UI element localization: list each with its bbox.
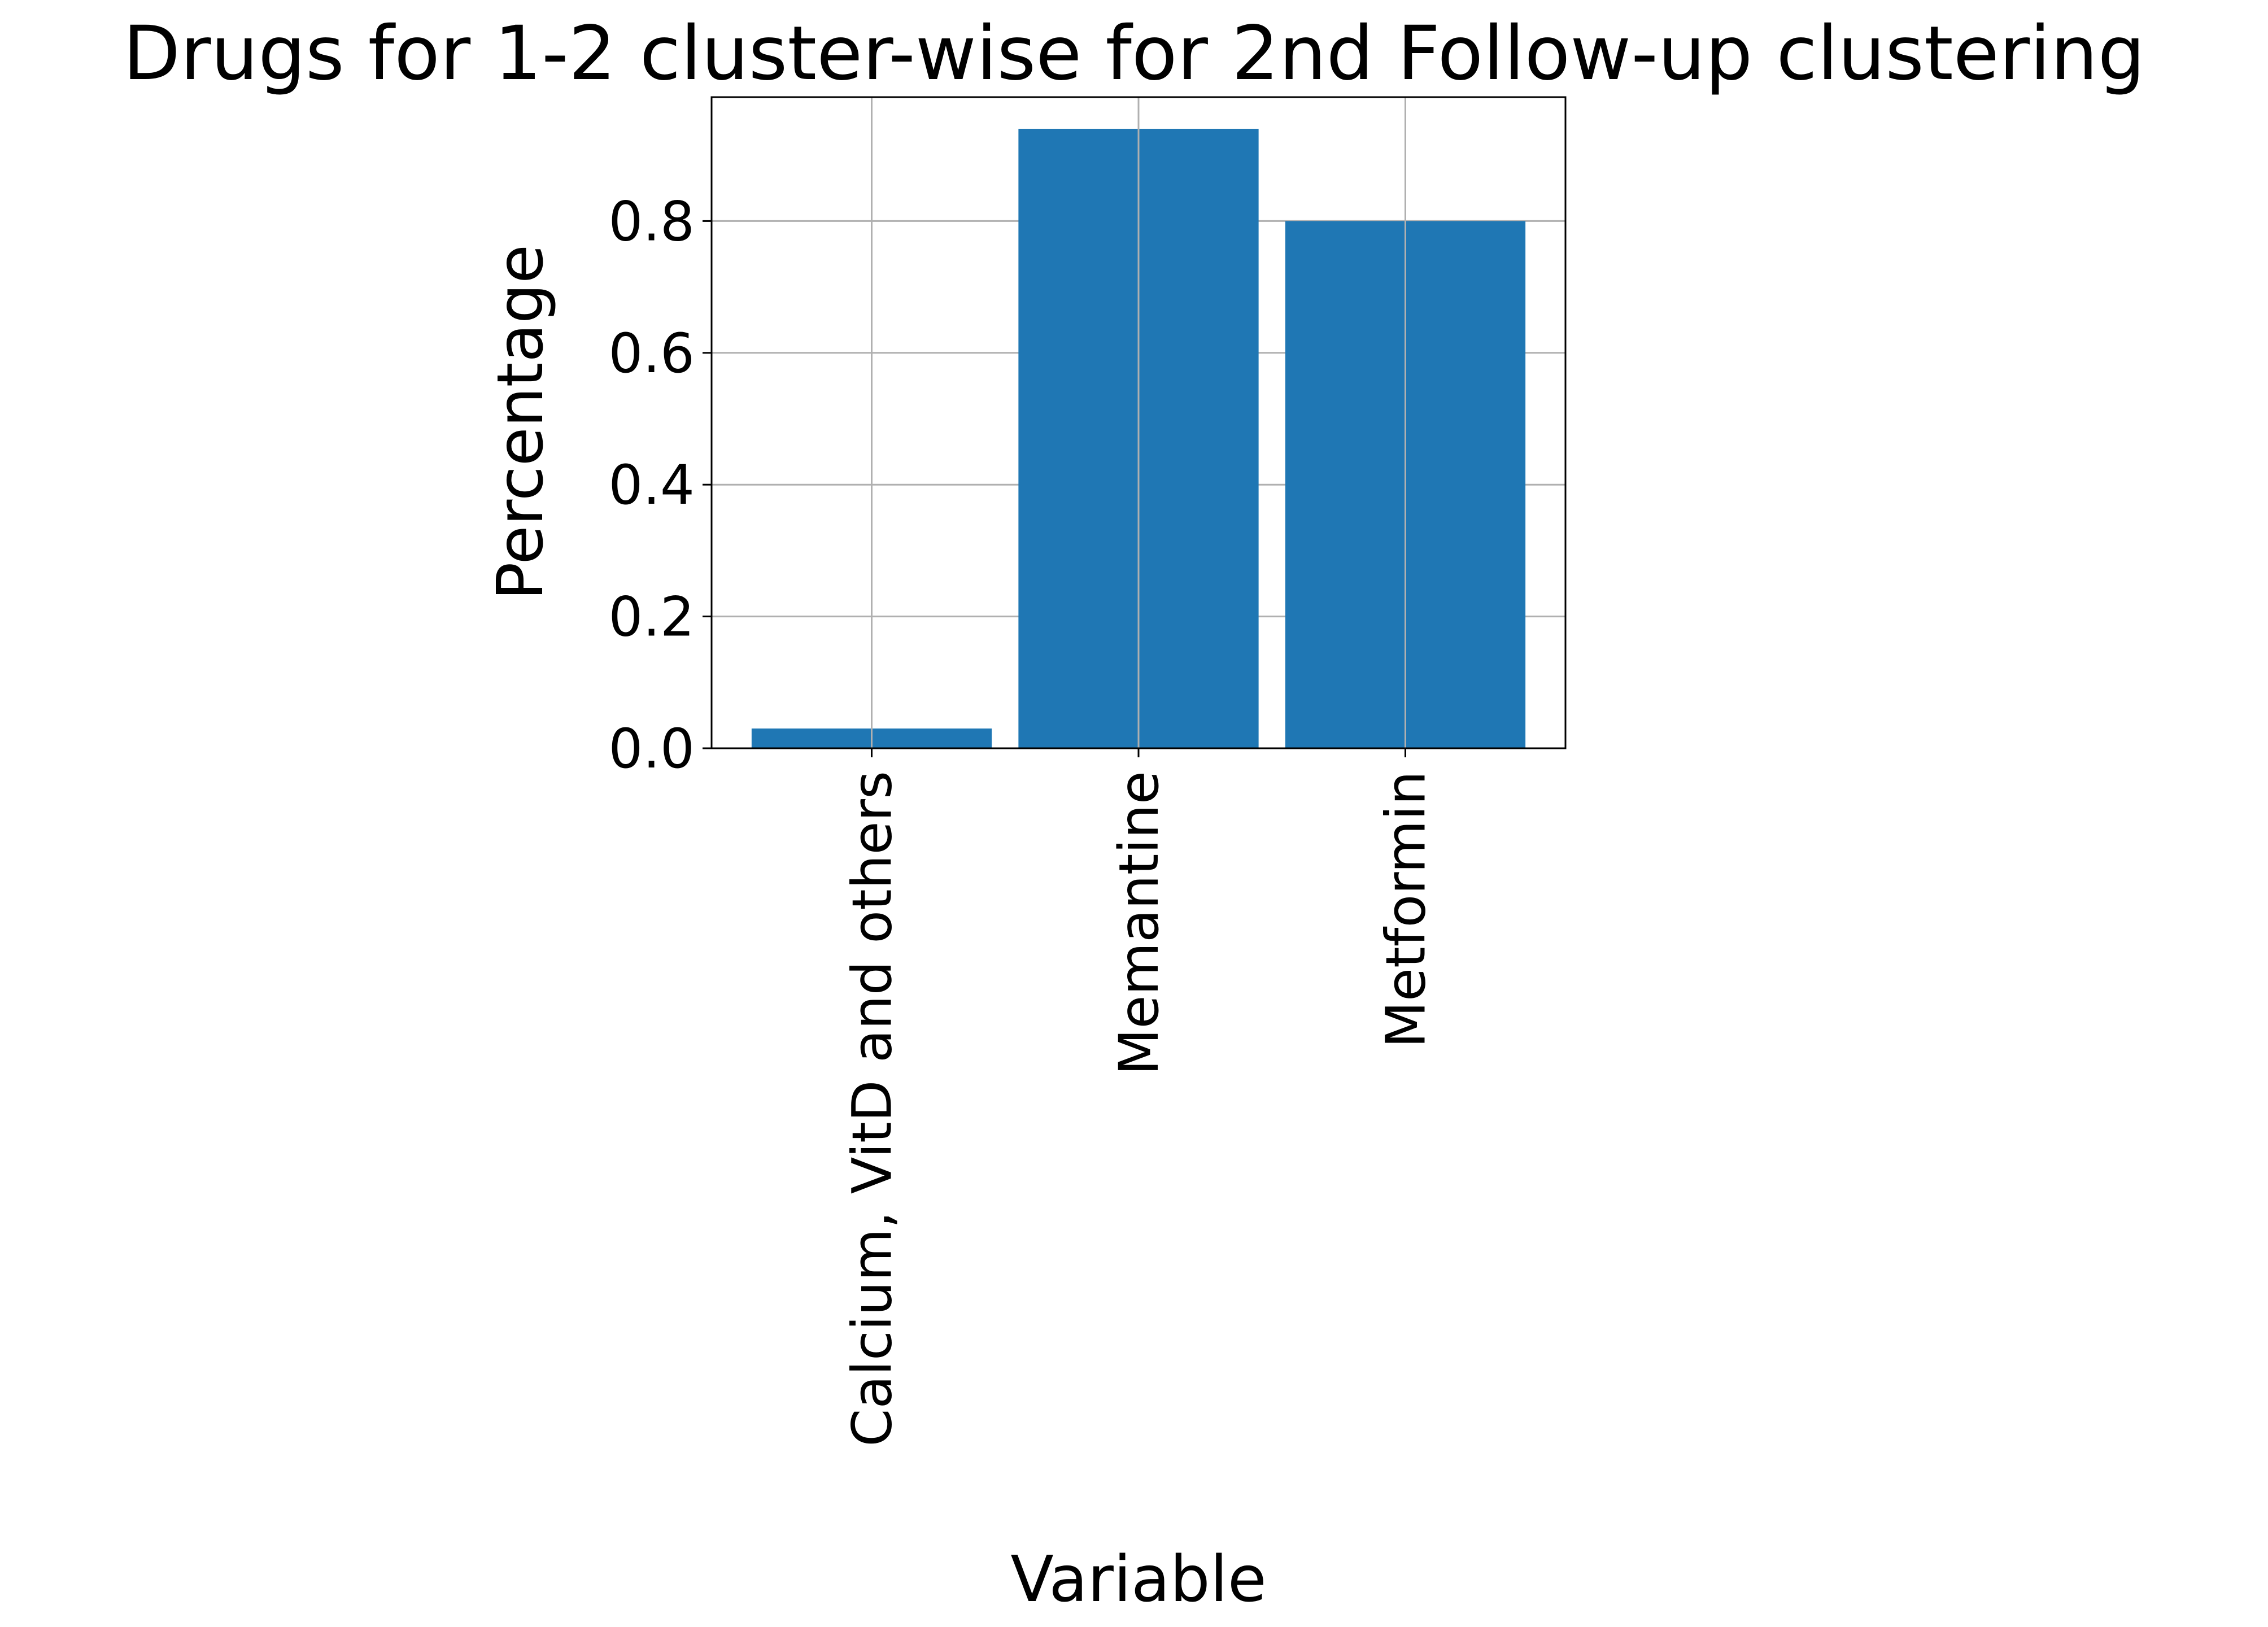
chart-title: Drugs for 1-2 cluster-wise for 2nd Follo…: [123, 10, 2145, 97]
x-axis-ticks: Calcium, VitD and others Memantine Metform…: [841, 748, 1438, 1447]
y-tick-label: 0.8: [608, 190, 695, 253]
y-axis-ticks: 0.0 0.2 0.4 0.6 0.8: [608, 190, 712, 780]
y-tick-label: 0.6: [608, 322, 695, 385]
y-tick-label: 0.4: [608, 453, 695, 517]
x-tick-label: Calcium, VitD and others: [841, 771, 904, 1447]
y-axis-label: Percentage: [484, 245, 557, 600]
x-tick-label: Memantine: [1107, 771, 1171, 1075]
y-tick-label: 0.2: [608, 586, 695, 649]
x-tick-label: Metformin: [1375, 771, 1438, 1048]
x-axis-label: Variable: [1010, 1543, 1266, 1616]
y-tick-label: 0.0: [608, 717, 695, 780]
vertical-grid-lines: [871, 97, 1406, 748]
